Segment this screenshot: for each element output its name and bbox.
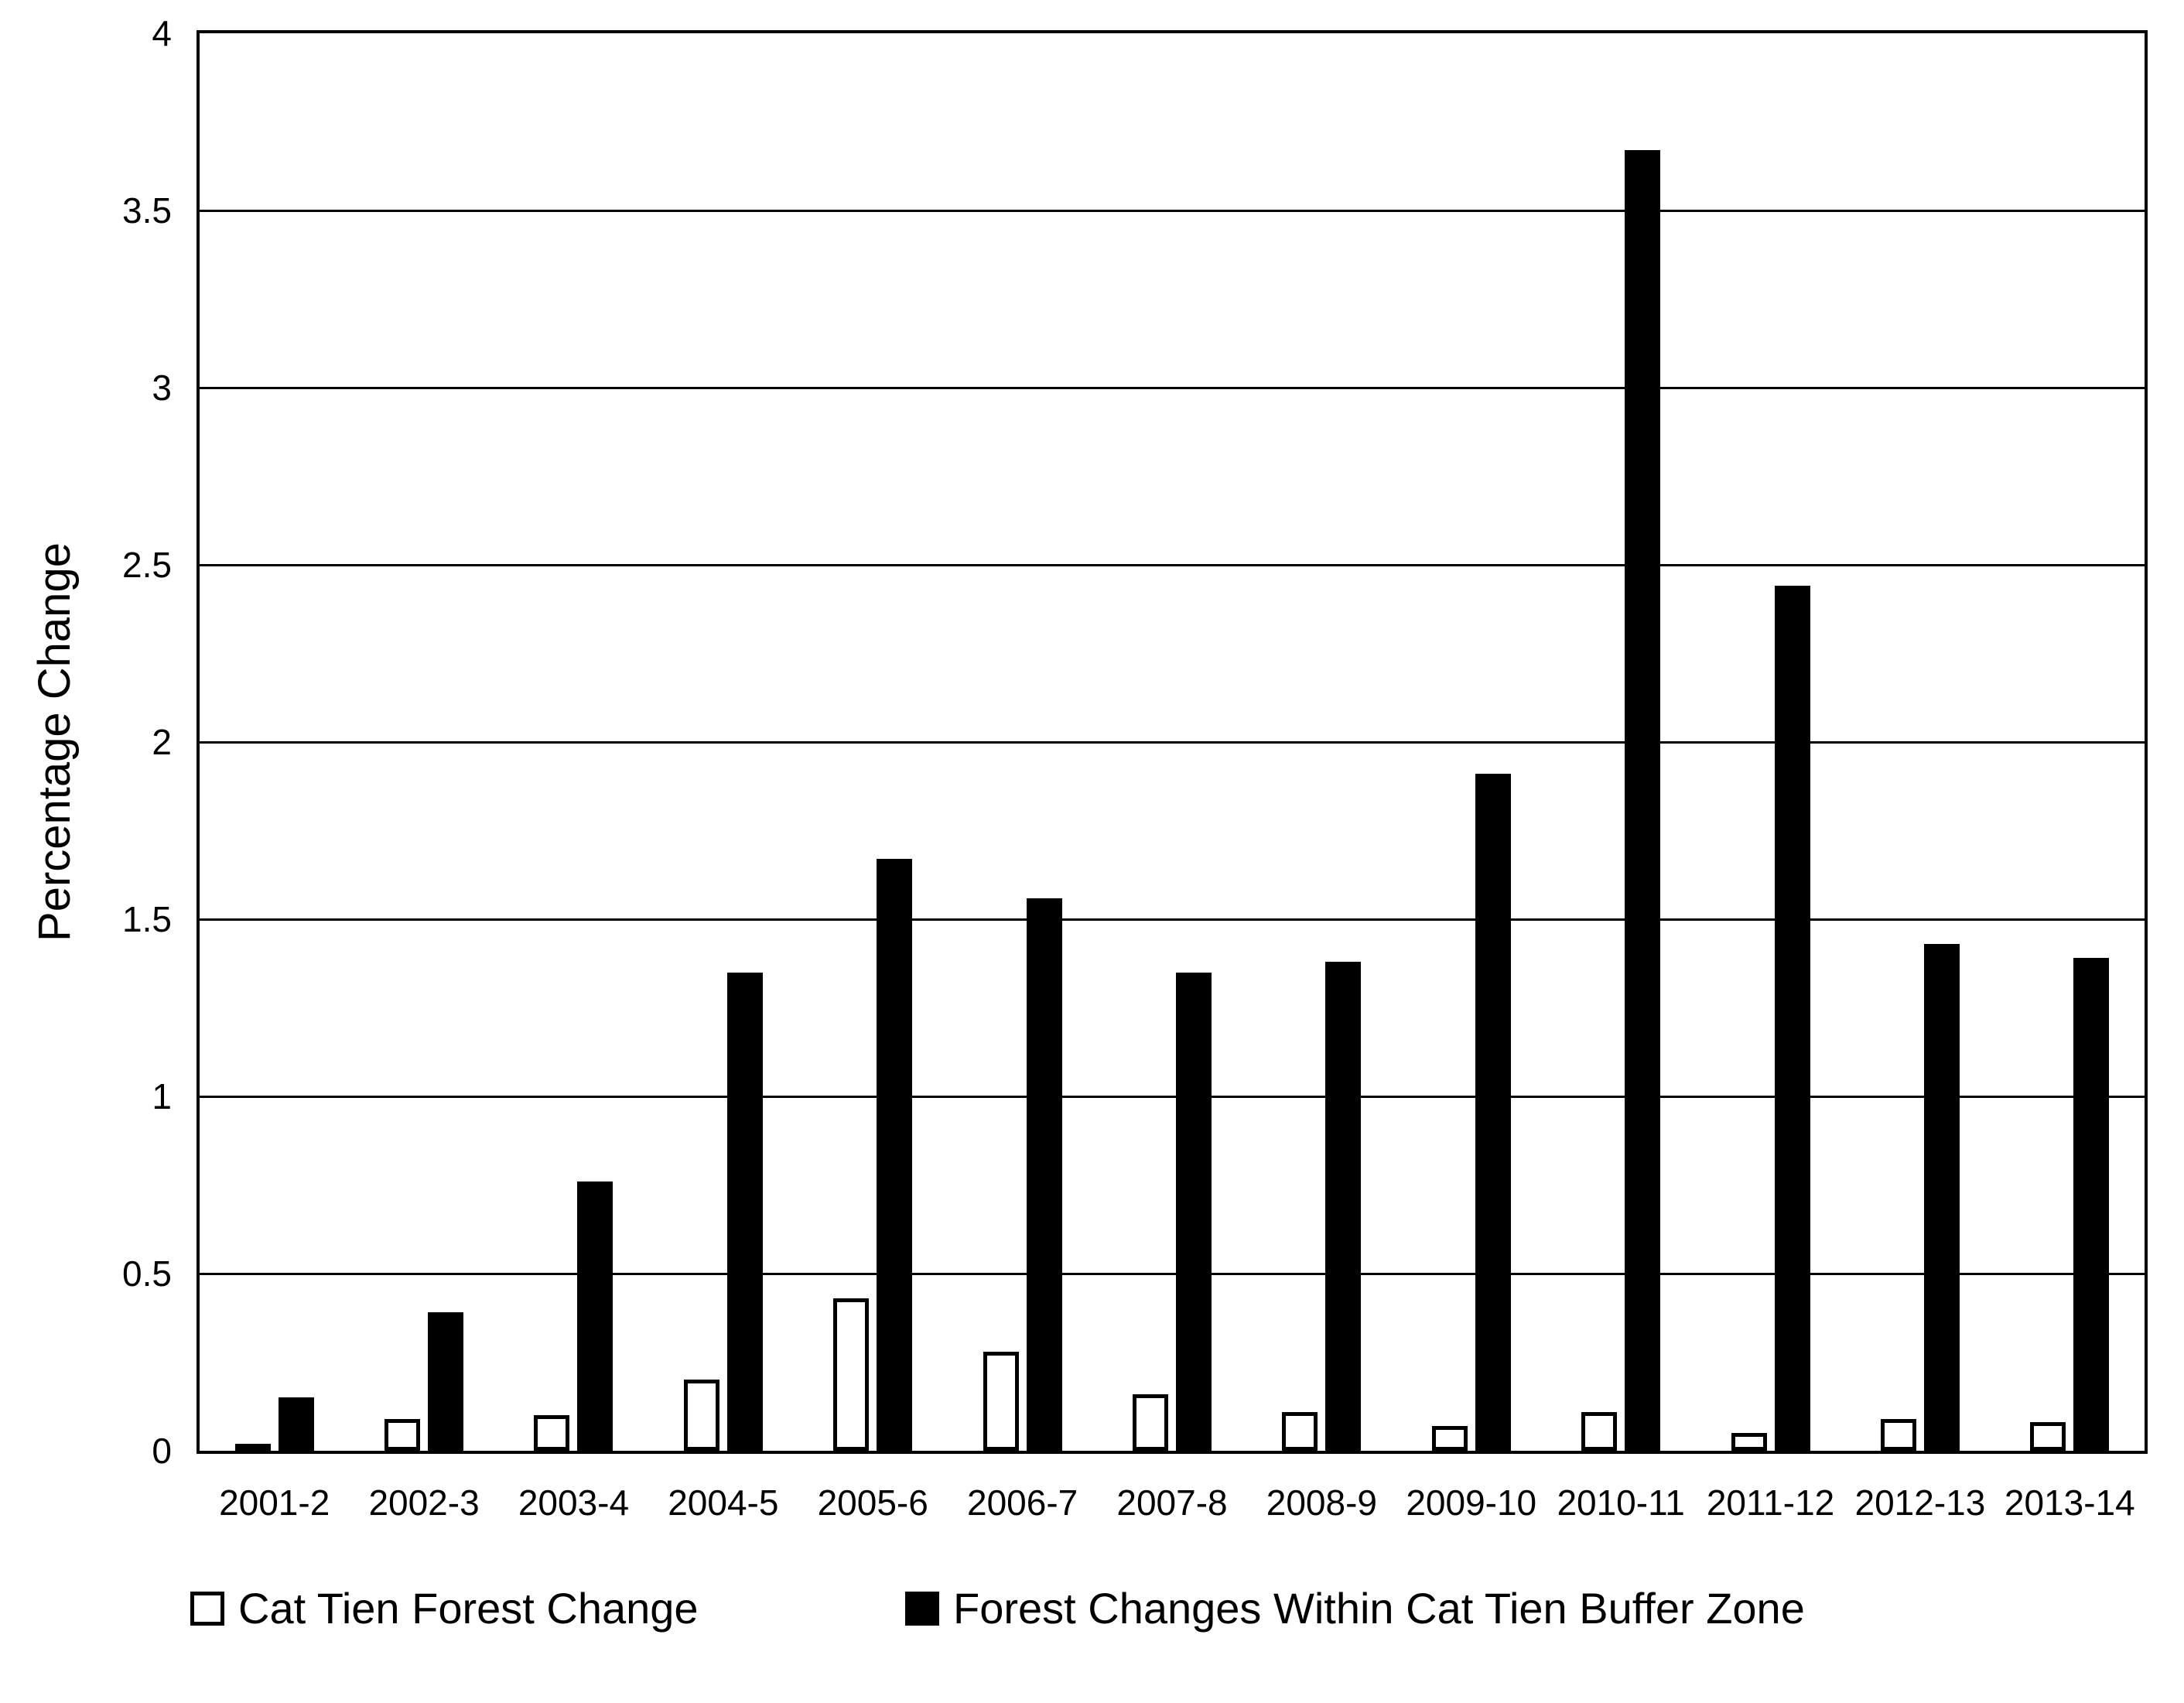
bar-cat-tien-forest-change-2012-13 — [1880, 1419, 1916, 1451]
bar-buffer-zone-forest-change-2011-12 — [1774, 586, 1810, 1451]
gridline-3 — [200, 386, 2145, 389]
bar-buffer-zone-forest-change-2013-14 — [2073, 958, 2110, 1451]
bar-cat-tien-forest-change-2005-6 — [833, 1298, 870, 1451]
y-tick-label-4: 4 — [152, 13, 172, 53]
bar-cat-tien-forest-change-2007-8 — [1133, 1394, 1168, 1451]
gridline-3.5 — [200, 209, 2145, 212]
gridline-2.5 — [200, 563, 2145, 566]
y-tick-label-3.5: 3.5 — [122, 190, 172, 231]
x-tick-label-2012-13: 2012-13 — [1854, 1482, 1986, 1523]
x-tick-label-2007-8: 2007-8 — [1116, 1482, 1228, 1523]
gridline-2 — [200, 740, 2145, 744]
bar-cat-tien-forest-change-2009-10 — [1431, 1426, 1468, 1451]
bar-cat-tien-forest-change-2001-2 — [234, 1444, 271, 1452]
gridline-1.5 — [200, 918, 2145, 921]
x-tick-label-2010-11: 2010-11 — [1557, 1482, 1685, 1523]
x-tick-label-2003-4: 2003-4 — [518, 1482, 630, 1523]
plot-area — [197, 30, 2148, 1454]
bar-buffer-zone-forest-change-2002-3 — [428, 1312, 464, 1451]
x-tick-label-2009-10: 2009-10 — [1406, 1482, 1537, 1523]
x-tick-label-2013-14: 2013-14 — [2004, 1482, 2135, 1523]
bar-cat-tien-forest-change-2013-14 — [2030, 1422, 2066, 1451]
legend-label-buffer-zone-forest-change: Forest Changes Within Cat Tien Buffer Zo… — [953, 1584, 1805, 1633]
bar-buffer-zone-forest-change-2003-4 — [577, 1181, 614, 1451]
x-tick-label-2008-9: 2008-9 — [1266, 1482, 1377, 1523]
x-tick-label-2004-5: 2004-5 — [668, 1482, 779, 1523]
bar-buffer-zone-forest-change-2006-7 — [1026, 898, 1062, 1451]
bar-buffer-zone-forest-change-2010-11 — [1625, 150, 1661, 1451]
y-tick-label-2: 2 — [152, 722, 172, 762]
bar-buffer-zone-forest-change-2004-5 — [726, 973, 763, 1451]
legend-swatch-buffer-zone-forest-change — [905, 1592, 939, 1626]
y-tick-label-0: 0 — [152, 1431, 172, 1471]
bar-buffer-zone-forest-change-2009-10 — [1475, 774, 1511, 1451]
legend-item-cat-tien-forest-change: Cat Tien Forest Change — [190, 1583, 699, 1634]
bar-cat-tien-forest-change-2011-12 — [1731, 1433, 1767, 1451]
y-tick-label-1.5: 1.5 — [122, 899, 172, 939]
bar-cat-tien-forest-change-2006-7 — [983, 1352, 1019, 1451]
bar-cat-tien-forest-change-2010-11 — [1581, 1412, 1618, 1451]
y-tick-label-0.5: 0.5 — [122, 1253, 172, 1294]
bar-cat-tien-forest-change-2004-5 — [683, 1380, 719, 1451]
legend-item-buffer-zone-forest-change: Forest Changes Within Cat Tien Buffer Zo… — [905, 1583, 1805, 1634]
legend-swatch-cat-tien-forest-change — [190, 1592, 224, 1626]
bar-buffer-zone-forest-change-2012-13 — [1923, 944, 1960, 1451]
legend-label-cat-tien-forest-change: Cat Tien Forest Change — [238, 1584, 699, 1633]
x-tick-label-2006-7: 2006-7 — [966, 1482, 1078, 1523]
bar-buffer-zone-forest-change-2001-2 — [278, 1397, 314, 1451]
bar-cat-tien-forest-change-2002-3 — [385, 1419, 421, 1451]
y-tick-label-2.5: 2.5 — [122, 545, 172, 585]
y-tick-label-1: 1 — [152, 1076, 172, 1117]
bar-buffer-zone-forest-change-2005-6 — [877, 859, 913, 1451]
x-tick-label-2001-2: 2001-2 — [219, 1482, 330, 1523]
gridline-1 — [200, 1095, 2145, 1098]
x-tick-label-2005-6: 2005-6 — [817, 1482, 928, 1523]
y-tick-label-3: 3 — [152, 368, 172, 408]
x-tick-label-2011-12: 2011-12 — [1706, 1482, 1835, 1523]
bar-buffer-zone-forest-change-2007-8 — [1176, 973, 1212, 1451]
gridline-0.5 — [200, 1272, 2145, 1275]
bar-cat-tien-forest-change-2003-4 — [534, 1415, 570, 1451]
bar-cat-tien-forest-change-2008-9 — [1282, 1412, 1318, 1451]
x-tick-label-2002-3: 2002-3 — [368, 1482, 480, 1523]
bar-buffer-zone-forest-change-2008-9 — [1325, 962, 1362, 1451]
